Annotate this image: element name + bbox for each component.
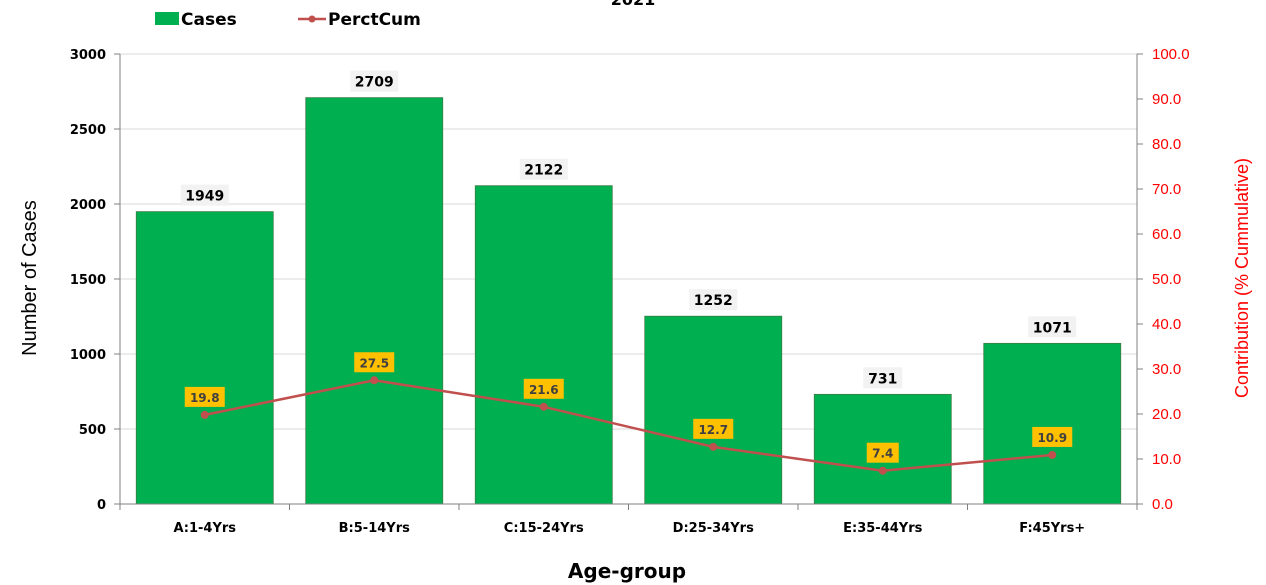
- y-tick-label: 0: [97, 498, 106, 513]
- bar-value-label: 1071: [1033, 320, 1072, 336]
- x-tick-label: F:45Yrs+: [1019, 521, 1085, 536]
- y2-tick-label: 50.0: [1152, 271, 1181, 288]
- x-tick-label: A:1-4Yrs: [173, 521, 236, 536]
- y2-tick-label: 70.0: [1152, 181, 1181, 198]
- y-tick-label: 2500: [70, 123, 106, 138]
- legend-swatch-cases: [155, 12, 179, 25]
- point-value-label: 19.8: [190, 391, 220, 405]
- line-series-perctcum: [200, 376, 1057, 475]
- y2-tick-label: 10.0: [1152, 451, 1181, 468]
- bar-value-label-bg: [180, 184, 229, 206]
- x-tick-label: C:15-24Yrs: [504, 521, 584, 536]
- legend-label-perctcum: PerctCum: [328, 10, 421, 30]
- y2-tick-label: 60.0: [1152, 226, 1181, 243]
- x-tick-label: E:35-44Yrs: [843, 521, 922, 536]
- bar: [644, 315, 783, 505]
- chart-title: 2021: [611, 0, 656, 9]
- y2-axis-label: Contribution (% Cummulative): [1232, 158, 1252, 398]
- y2-tick-label: 90.0: [1152, 91, 1181, 108]
- axes: 0 500 1000 1500 2000 2500 3000 0.0 10.0 20.0 30.0 4…: [70, 46, 1190, 536]
- bar-value-label-bg: [519, 158, 568, 180]
- perctcum-point: [709, 442, 718, 451]
- y2-tick-label: 100.0: [1152, 46, 1190, 63]
- point-value-label-bg: [523, 378, 564, 399]
- point-value-label: 21.6: [529, 383, 559, 397]
- point-value-label: 7.4: [872, 447, 893, 461]
- y-tick-label: 500: [79, 423, 106, 438]
- y-tick-label: 1500: [70, 273, 106, 288]
- y2-tick-label: 80.0: [1152, 136, 1181, 153]
- data-labels: 1949 2709 2122 1252 731 1071 19.8 27.5 21.6 12.7 7…: [180, 70, 1077, 463]
- legend-swatch-perctcum-marker: [308, 15, 316, 23]
- x-tick-label: B:5-14Yrs: [339, 521, 410, 536]
- point-value-label-bg: [354, 352, 395, 373]
- y2-tick-label: 0.0: [1152, 496, 1173, 513]
- y-tick-label: 1000: [70, 348, 106, 363]
- point-value-label-bg: [866, 442, 899, 463]
- bar-value-label: 1252: [694, 293, 733, 309]
- y2-tick-label: 40.0: [1152, 316, 1181, 333]
- perctcum-point: [1048, 450, 1057, 459]
- bar: [474, 185, 613, 505]
- bar-value-label-bg: [1028, 316, 1077, 338]
- bar-value-label: 731: [868, 371, 897, 387]
- gridlines: [120, 53, 1137, 430]
- bar-value-label-bg: [350, 70, 399, 92]
- bar-value-label: 2122: [524, 163, 563, 179]
- legend: Cases PerctCum: [155, 10, 421, 30]
- bar-value-label-bg: [689, 289, 738, 311]
- bar: [305, 97, 444, 505]
- perctcum-point: [539, 402, 548, 411]
- x-axis-label: Age-group: [568, 559, 686, 583]
- y-axis-label: Number of Cases: [19, 200, 41, 356]
- perctcum-point: [878, 466, 887, 475]
- bar-value-label: 2709: [355, 75, 394, 91]
- y-tick-label: 3000: [70, 48, 106, 63]
- point-value-label-bg: [693, 418, 734, 439]
- point-value-label-bg: [184, 386, 225, 407]
- point-value-label: 12.7: [698, 423, 728, 437]
- bar: [135, 211, 274, 505]
- y-tick-label: 2000: [70, 198, 106, 213]
- point-value-label: 27.5: [359, 356, 389, 370]
- point-value-label: 10.9: [1037, 431, 1067, 445]
- y2-tick-label: 20.0: [1152, 406, 1181, 423]
- y2-tick-label: 30.0: [1152, 361, 1181, 378]
- bar-series-cases: [135, 97, 1122, 505]
- bar-value-label: 1949: [185, 189, 224, 205]
- perctcum-line: [204, 378, 1053, 472]
- bar-value-label-bg: [863, 367, 903, 389]
- perctcum-point: [370, 376, 379, 385]
- perctcum-point: [200, 410, 209, 419]
- legend-label-cases: Cases: [181, 10, 237, 30]
- bar: [983, 342, 1122, 505]
- x-tick-label: D:25-34Yrs: [673, 521, 754, 536]
- point-value-label-bg: [1032, 426, 1073, 447]
